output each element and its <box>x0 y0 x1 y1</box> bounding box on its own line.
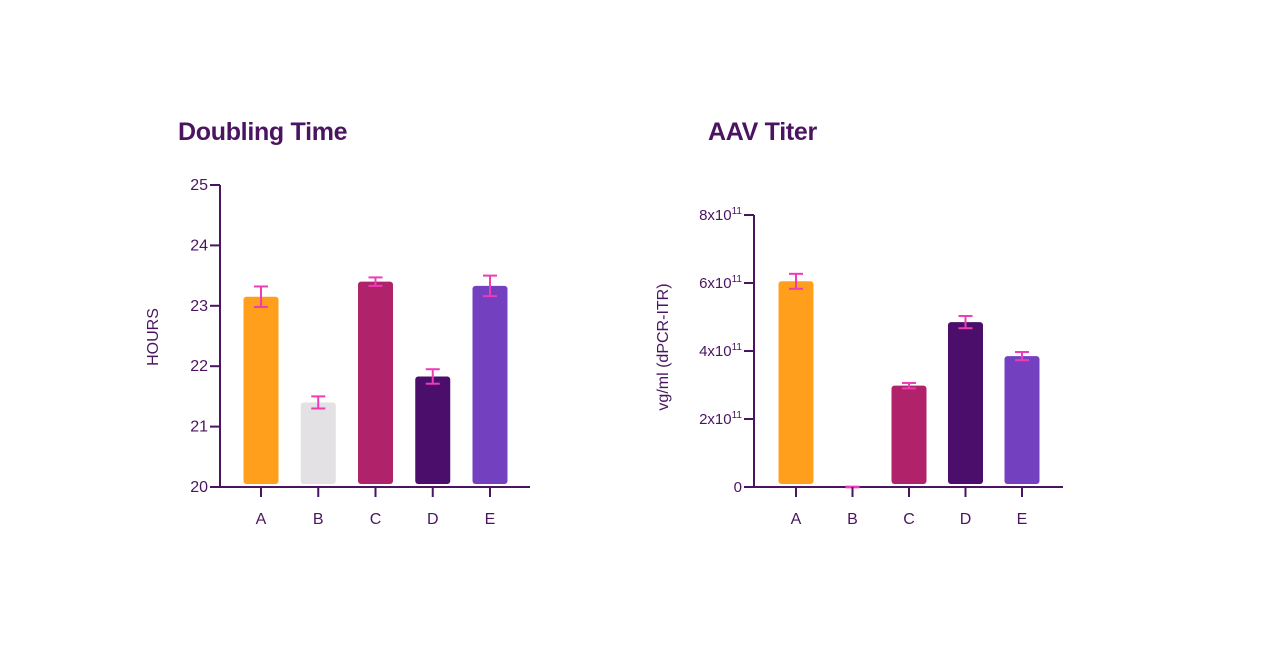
x-tick-label-C: C <box>370 511 382 528</box>
y-tick-label: 6x1011 <box>699 274 742 292</box>
y-axis-label: HOURS <box>145 308 162 366</box>
y-tick-label-exponent: 11 <box>732 274 743 285</box>
y-tick-label-exponent: 11 <box>732 206 743 217</box>
bar-A <box>778 281 814 484</box>
y-tick-label: 23 <box>190 298 208 315</box>
y-tick-label-base: 2x10 <box>699 411 732 428</box>
aav-titer-title: AAV Titer <box>708 118 817 146</box>
x-tick-label-D: D <box>427 511 439 528</box>
y-tick-label-base: 6x10 <box>699 275 732 292</box>
y-tick-label: 0 <box>734 479 742 496</box>
bar-D <box>948 322 983 484</box>
bar-D <box>415 376 451 484</box>
y-axis-label: vg/ml (dPCR-ITR) <box>655 283 672 410</box>
x-tick-label-B: B <box>313 511 324 528</box>
y-tick-label: 25 <box>190 177 208 194</box>
x-tick-label-C: C <box>903 511 915 528</box>
y-tick-label: 21 <box>190 419 208 436</box>
x-tick-label-A: A <box>791 511 802 528</box>
doubling-time-title: Doubling Time <box>178 118 348 146</box>
bar-E <box>472 285 508 484</box>
bar-C <box>358 281 393 484</box>
x-tick-label-B: B <box>847 511 858 528</box>
y-tick-label: 22 <box>190 358 208 375</box>
x-tick-label-A: A <box>256 511 267 528</box>
doubling-time-chart: 20 21 22 23 24 25 HOURS A B C D E <box>145 177 530 528</box>
y-tick-label-base: 4x10 <box>699 343 732 360</box>
y-tick-label: 24 <box>190 237 208 254</box>
x-tick-label-D: D <box>960 511 972 528</box>
bar-B <box>300 402 336 484</box>
bar-E <box>1004 356 1040 484</box>
x-tick-label-E: E <box>485 511 496 528</box>
x-tick-label-E: E <box>1017 511 1028 528</box>
y-tick-label-base: 8x10 <box>699 207 732 224</box>
y-tick-label: 4x1011 <box>699 342 742 360</box>
bar-C <box>891 385 927 484</box>
y-tick-label-exponent: 11 <box>732 342 743 353</box>
y-tick-label: 8x1011 <box>699 206 742 224</box>
bar-A <box>243 296 279 484</box>
y-tick-label: 20 <box>190 479 208 496</box>
y-tick-label-exponent: 11 <box>732 410 743 421</box>
y-tick-label: 2x1011 <box>699 410 742 428</box>
